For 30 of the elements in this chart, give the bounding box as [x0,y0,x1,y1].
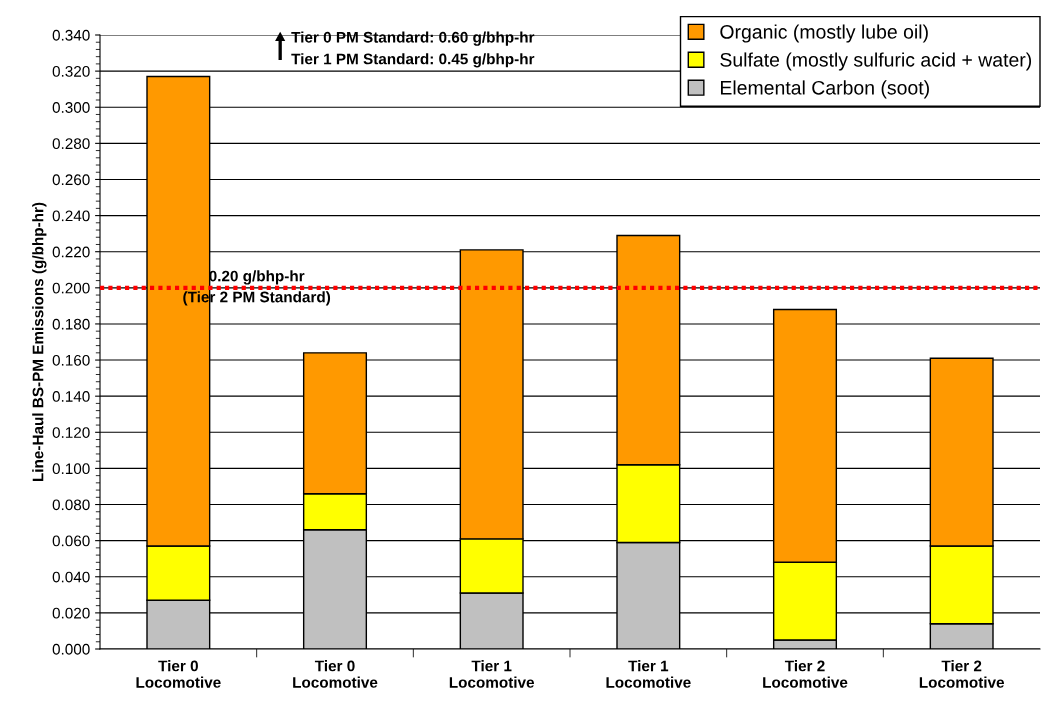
y-tick-label: 0.200 [52,282,90,294]
y-tick-label: 0.240 [52,210,90,222]
y-tick-label: 0.100 [52,463,90,475]
y-tick-label: 0.040 [52,571,90,583]
y-tick-label: 0.280 [52,138,90,150]
y-tick-label: 0.320 [52,65,90,77]
annotation: Tier 0 PM Standard: 0.60 g/bhp-hr [291,31,535,46]
x-tick-label: Tier 1 Locomotive [449,660,535,688]
y-tick-label: 0.000 [52,643,90,655]
y-tick-label: 0.120 [52,427,90,438]
x-tick-label: Tier 2 Locomotive [919,660,1005,688]
y-tick-label: 0.180 [52,318,90,330]
annotation: Tier 1 PM Standard: 0.45 g/bhp-hr [291,53,535,68]
x-tick-label: Tier 2 Locomotive [763,660,848,688]
y-axis-title: Line-Haul BS-PM Emissions (g/bhp-hr) [32,202,47,482]
legend-label: Organic (mostly lube oil) [720,24,928,43]
y-tick-label: 0.080 [52,499,90,511]
y-tick-label: 0.220 [52,246,90,258]
y-tick-label: 0.060 [52,535,90,547]
x-tick-label: Tier 0 Locomotive [136,660,221,688]
x-tick-label: Tier 1 Locomotive [606,660,691,688]
y-tick-label: 0.300 [52,102,90,113]
y-tick-label: 0.160 [52,354,90,366]
legend-label: Elemental Carbon (soot) [720,80,929,99]
y-tick-label: 0.340 [52,29,90,41]
legend-label: Sulfate (mostly sulfuric acid + water) [720,52,1032,71]
y-tick-label: 0.260 [52,174,90,186]
x-tick-label: Tier 0 Locomotive [293,660,378,688]
y-tick-label: 0.020 [52,607,90,619]
y-tick-label: 0.140 [52,391,90,402]
